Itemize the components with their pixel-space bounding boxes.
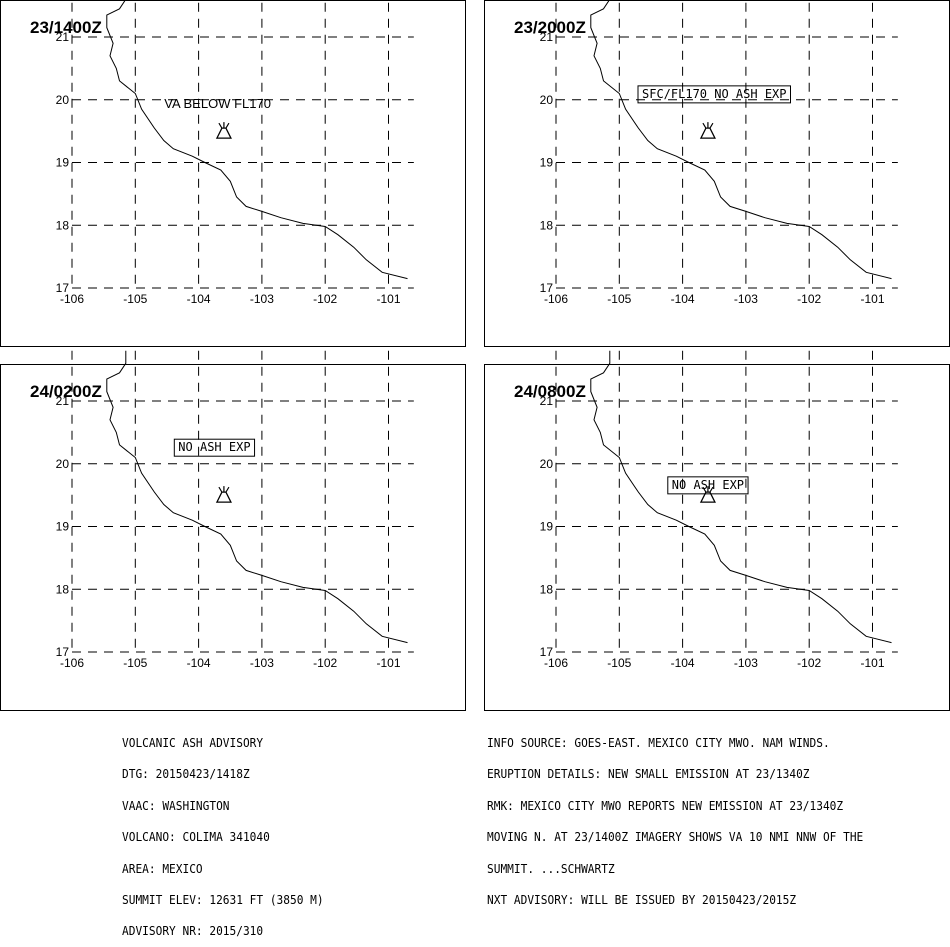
map-panel-4: -106 -105 -104 -103 -102 -101 21 20 19 18 17 NO ASH… [484,350,950,711]
lon-tick-label: -103 [734,656,758,670]
lon-tick-label: -102 [313,292,337,306]
panel-time-2: 23/2000Z [514,18,586,37]
advisory-info-left: VOLCANIC ASH ADVISORY DTG: 20150423/1418… [122,717,324,947]
info-line: SUMMIT. ...SCHWARTZ [487,861,615,876]
panel-border [0,364,466,711]
forecast-panel-3: -106 -105 -104 -103 -102 -101 21 20 19 18 17 NO ASH… [0,350,466,711]
map-panel-2: -106 -105 -104 -103 -102 -101 21 20 19 18 17 SFC/FL… [484,0,950,347]
lat-tick-label: 18 [540,218,554,232]
lon-tick-label: -104 [671,656,695,670]
forecast-label-box [637,85,791,104]
lat-tick-label: 17 [56,645,70,659]
lat-tick-label: 17 [540,281,554,295]
lat-tick-label: 18 [56,218,70,232]
lat-tick-label: 19 [540,520,554,534]
lon-tick-label: -104 [187,292,211,306]
volcano-icon [699,122,716,139]
lat-tick-label: 21 [56,394,70,408]
lon-tick-label: -103 [734,292,758,306]
info-line: VAAC: WASHINGTON [122,798,230,813]
lat-tick-label: 21 [540,30,554,44]
forecast-panel-2: -106 -105 -104 -103 -102 -101 21 20 19 18 17 SFC/FL… [484,0,950,347]
lon-tick-label: -105 [607,292,631,306]
lon-tick-label: -105 [607,656,631,670]
coastline [106,0,408,280]
lat-tick-label: 20 [540,93,554,107]
lon-tick-label: -101 [860,292,884,306]
info-line: ERUPTION DETAILS: NEW SMALL EMISSION AT … [487,767,810,782]
lon-tick-label: -101 [376,292,400,306]
info-line: INFO SOURCE: GOES-EAST. MEXICO CITY MWO.… [487,736,830,750]
info-line: RMK: MEXICO CITY MWO REPORTS NEW EMISSIO… [487,798,844,813]
panel-time-1: 23/1400Z [30,18,102,37]
lat-tick-label: 19 [56,520,70,534]
lon-tick-label: -103 [250,656,274,670]
lon-tick-label: -102 [797,292,821,306]
lat-tick-label: 21 [540,394,554,408]
forecast-label: NO ASH EXP [672,478,744,492]
forecast-label-box [173,438,256,457]
map-panel-3: -106 -105 -104 -103 -102 -101 21 20 19 18 17 NO ASH… [0,350,466,711]
info-line: DTG: 20150423/1418Z [122,767,250,782]
info-line: MOVING N. AT 23/1400Z IMAGERY SHOWS VA 1… [487,830,864,845]
lon-tick-label: -101 [860,656,884,670]
lon-tick-label: -102 [313,656,337,670]
panel-border [0,0,466,347]
forecast-label: NO ASH EXP [178,440,250,454]
info-line: SUMMIT ELEV: 12631 FT (3850 M) [122,892,324,907]
lon-tick-label: -106 [60,292,84,306]
lon-tick-label: -104 [671,292,695,306]
lon-tick-label: -105 [123,292,147,306]
lat-tick-label: 17 [540,645,554,659]
lon-tick-label: -106 [544,656,568,670]
lat-tick-label: 20 [56,93,70,107]
lon-tick-label: -101 [376,656,400,670]
forecast-label-box [667,476,749,495]
volcano-icon [215,486,232,503]
lon-tick-label: -106 [60,656,84,670]
lat-tick-label: 18 [56,582,70,596]
info-line: VOLCANO: COLIMA 341040 [122,830,270,845]
lon-tick-label: -103 [250,292,274,306]
panel-time-3: 24/0200Z [30,382,102,401]
info-line: NXT ADVISORY: WILL BE ISSUED BY 20150423… [487,892,797,907]
lat-tick-label: 18 [540,582,554,596]
lat-tick-label: 19 [56,156,70,170]
info-line: VOLCANIC ASH ADVISORY [122,736,264,750]
lat-tick-label: 17 [56,281,70,295]
volcano-icon [215,122,232,139]
lat-tick-label: 20 [540,457,554,471]
lon-tick-label: -104 [187,656,211,670]
lon-tick-label: -102 [797,656,821,670]
coastline [590,350,892,644]
info-line: AREA: MEXICO [122,861,203,876]
info-line: ADVISORY NR: 2015/310 [122,924,264,939]
lat-tick-label: 20 [56,457,70,471]
lat-tick-label: 21 [56,30,70,44]
coastline [106,350,408,644]
lon-tick-label: -105 [123,656,147,670]
forecast-label: SFC/FL170 NO ASH EXP [642,87,787,101]
lat-tick-label: 19 [540,156,554,170]
lon-tick-label: -106 [544,292,568,306]
coastline [590,0,892,280]
forecast-panel-4: -106 -105 -104 -103 -102 -101 21 20 19 18 17 NO ASH… [484,350,950,711]
volcano-icon [699,486,716,503]
forecast-panel-1: -106 -105 -104 -103 -102 -101 21 20 19 18 17 VA BEL… [0,0,466,347]
panel-time-4: 24/0800Z [514,382,586,401]
advisory-info-right: INFO SOURCE: GOES-EAST. MEXICO CITY MWO.… [487,717,863,916]
forecast-label: VA BELOW FL170 [164,96,271,111]
map-panel-1: -106 -105 -104 -103 -102 -101 21 20 19 18 17 VA BEL… [0,0,466,347]
